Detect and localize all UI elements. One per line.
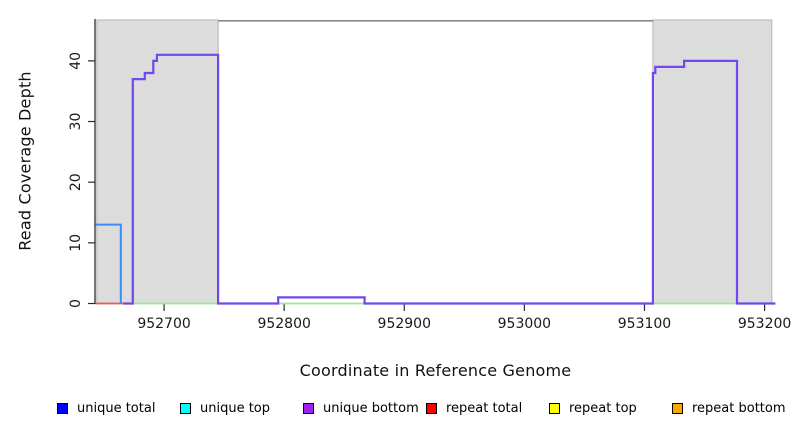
series-unique-top-steps <box>95 223 122 304</box>
legend-label: unique total <box>77 400 156 416</box>
y-tick-label: 40 <box>68 52 84 70</box>
legend-label: unique bottom <box>323 400 419 416</box>
shaded-region-right <box>652 19 773 304</box>
legend-label: unique top <box>200 400 271 416</box>
y-tick-label: 0 <box>68 299 84 308</box>
x-axis-title: Coordinate in Reference Genome <box>299 361 572 380</box>
x-tick-label: 952700 <box>137 316 190 332</box>
legend-label: repeat total <box>446 400 523 416</box>
y-tick-label: 30 <box>68 113 84 131</box>
y-tick-label: 20 <box>68 173 84 191</box>
legend-swatch-icon <box>549 402 560 414</box>
legend-item-unique-bottom: unique bottom <box>303 402 426 415</box>
y-axis-title: Read Coverage Depth <box>15 71 35 251</box>
legend-item-unique-top: unique top <box>180 402 303 415</box>
coverage-plot: 952700 952800 952900 953000 953100 953200 0 10 2… <box>68 19 791 332</box>
legend-swatch-icon <box>303 402 314 414</box>
x-tick-label: 952900 <box>378 316 431 332</box>
legend-swatch-icon <box>180 402 191 414</box>
legend-item-repeat-bottom: repeat bottom <box>672 402 792 415</box>
legend-item-repeat-top: repeat top <box>549 402 672 415</box>
x-tick-label: 953100 <box>618 316 671 332</box>
legend-swatch-icon <box>57 402 68 414</box>
legend-swatch-icon <box>672 402 683 414</box>
shaded-region-left <box>96 19 219 304</box>
legend-item-unique-total: unique total <box>57 402 180 415</box>
x-tick-label: 953000 <box>498 316 551 332</box>
x-tick-label: 952800 <box>257 316 310 332</box>
x-tick-label: 953200 <box>738 316 791 332</box>
legend: unique total unique top unique bottom repea… <box>57 398 792 418</box>
legend-label: repeat bottom <box>692 400 786 416</box>
legend-label: repeat top <box>569 400 637 416</box>
legend-item-repeat-total: repeat total <box>426 402 549 415</box>
series-unique-bottom-steps <box>123 53 776 305</box>
y-tick-label: 10 <box>68 234 84 252</box>
legend-swatch-icon <box>426 402 437 414</box>
